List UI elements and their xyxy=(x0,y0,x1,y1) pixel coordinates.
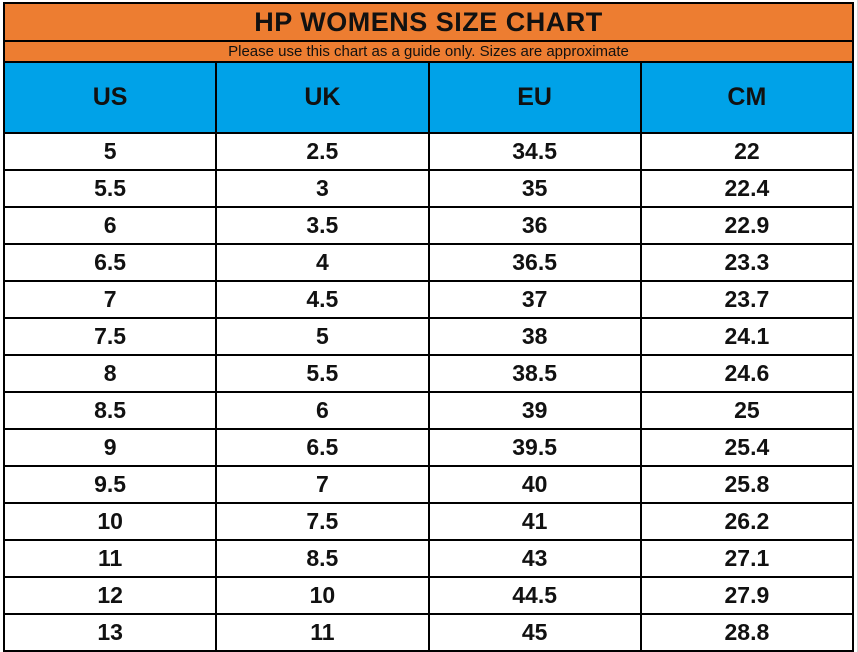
table-cell: 7.5 xyxy=(215,502,430,541)
table-cell: 43 xyxy=(427,539,642,578)
table-row: 12 10 44.5 27.9 xyxy=(2,576,855,615)
table-cell: 24.1 xyxy=(639,317,855,356)
table-row: 11 8.5 43 27.1 xyxy=(2,539,855,578)
table-cell: 36 xyxy=(427,206,642,245)
table-cell: 27.1 xyxy=(639,539,855,578)
table-cell: 9.5 xyxy=(2,465,218,504)
table-row: 9.5 7 40 25.8 xyxy=(2,465,855,504)
table-cell: 37 xyxy=(427,280,642,319)
table-cell: 22.9 xyxy=(639,206,855,245)
table-row: 13 11 45 28.8 xyxy=(2,613,855,652)
table-cell: 6 xyxy=(215,391,430,430)
size-chart-header: HP WOMENS SIZE CHART Please use this cha… xyxy=(2,2,855,134)
column-header-us: US xyxy=(2,61,218,134)
table-row: 6 3.5 36 22.9 xyxy=(2,206,855,245)
table-cell: 3.5 xyxy=(215,206,430,245)
table-cell: 44.5 xyxy=(427,576,642,615)
table-cell: 13 xyxy=(2,613,218,652)
page-title: HP WOMENS SIZE CHART xyxy=(3,2,854,42)
table-cell: 12 xyxy=(2,576,218,615)
table-cell: 2.5 xyxy=(215,132,430,171)
table-row: 6.5 4 36.5 23.3 xyxy=(2,243,855,282)
table-cell: 26.2 xyxy=(639,502,855,541)
table-cell: 7.5 xyxy=(2,317,218,356)
table-cell: 7 xyxy=(215,465,430,504)
table-cell: 27.9 xyxy=(639,576,855,615)
table-row: 9 6.5 39.5 25.4 xyxy=(2,428,855,467)
table-cell: 38 xyxy=(427,317,642,356)
table-row: 5.5 3 35 22.4 xyxy=(2,169,855,208)
table-cell: 39.5 xyxy=(427,428,642,467)
column-header-row: US UK EU CM xyxy=(2,61,855,134)
table-cell: 7 xyxy=(2,280,218,319)
table-cell: 4 xyxy=(215,243,430,282)
table-cell: 39 xyxy=(427,391,642,430)
table-cell: 28.8 xyxy=(639,613,855,652)
column-header-uk: UK xyxy=(215,61,430,134)
table-cell: 41 xyxy=(427,502,642,541)
table-cell: 25.8 xyxy=(639,465,855,504)
table-row: 7 4.5 37 23.7 xyxy=(2,280,855,319)
table-cell: 6.5 xyxy=(215,428,430,467)
table-cell: 25 xyxy=(639,391,855,430)
size-rows: 5 2.5 34.5 22 5.5 3 35 22.4 6 3.5 36 22.9 6.5 4 36.5 23… xyxy=(2,132,855,652)
column-header-cm: CM xyxy=(639,61,855,134)
table-cell: 11 xyxy=(215,613,430,652)
table-row: 10 7.5 41 26.2 xyxy=(2,502,855,541)
table-cell: 9 xyxy=(2,428,218,467)
table-cell: 36.5 xyxy=(427,243,642,282)
table-row: 7.5 5 38 24.1 xyxy=(2,317,855,356)
table-cell: 10 xyxy=(2,502,218,541)
table-cell: 38.5 xyxy=(427,354,642,393)
subtitle-row: Please use this chart as a guide only. S… xyxy=(3,40,854,63)
table-row: 8.5 6 39 25 xyxy=(2,391,855,430)
table-cell: 8.5 xyxy=(2,391,218,430)
column-header-eu: EU xyxy=(427,61,642,134)
table-cell: 23.7 xyxy=(639,280,855,319)
table-row: 5 2.5 34.5 22 xyxy=(2,132,855,171)
table-cell: 25.4 xyxy=(639,428,855,467)
table-cell: 40 xyxy=(427,465,642,504)
table-cell: 22.4 xyxy=(639,169,855,208)
table-cell: 5 xyxy=(2,132,218,171)
table-cell: 23.3 xyxy=(639,243,855,282)
table-cell: 5.5 xyxy=(215,354,430,393)
table-cell: 5.5 xyxy=(2,169,218,208)
table-row: 8 5.5 38.5 24.6 xyxy=(2,354,855,393)
table-cell: 4.5 xyxy=(215,280,430,319)
title-row: HP WOMENS SIZE CHART xyxy=(3,2,854,42)
table-cell: 10 xyxy=(215,576,430,615)
table-cell: 22 xyxy=(639,132,855,171)
table-cell: 8.5 xyxy=(215,539,430,578)
table-cell: 45 xyxy=(427,613,642,652)
table-cell: 35 xyxy=(427,169,642,208)
table-cell: 24.6 xyxy=(639,354,855,393)
table-cell: 3 xyxy=(215,169,430,208)
table-cell: 34.5 xyxy=(427,132,642,171)
table-cell: 6.5 xyxy=(2,243,218,282)
table-cell: 11 xyxy=(2,539,218,578)
table-cell: 6 xyxy=(2,206,218,245)
table-cell: 5 xyxy=(215,317,430,356)
table-cell: 8 xyxy=(2,354,218,393)
disclaimer-text: Please use this chart as a guide only. S… xyxy=(3,40,854,63)
